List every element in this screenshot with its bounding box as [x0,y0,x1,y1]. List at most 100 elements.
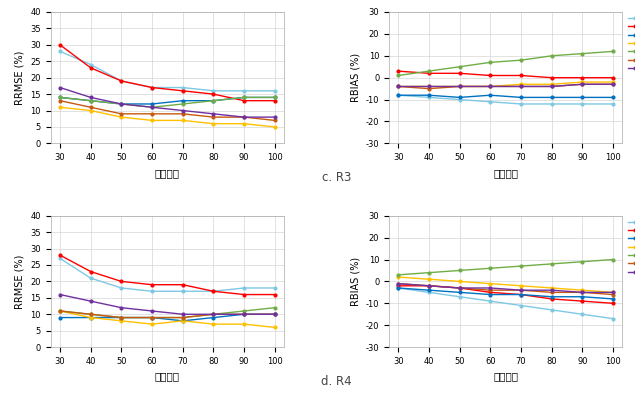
Line: NS-IF model2: NS-IF model2 [58,96,276,109]
Y-axis label: RRMSE (%): RRMSE (%) [15,51,25,105]
ST-ASFA [609,316,617,321]
ST-ASFA [486,99,494,104]
ST-RFA [57,315,64,320]
NS-ASFA [271,98,279,103]
ST-RFA [517,95,525,100]
NS-IF model2 [87,312,95,317]
NS-IF model3 [57,98,64,103]
ST-RFA [609,296,617,301]
NS-IF model3 [210,115,217,120]
ST-RFA [548,294,556,299]
NS-ASFA [456,71,464,76]
NS-IF model4 [117,305,125,310]
NS-IF model4 [548,84,556,89]
ST-RFA [210,315,217,320]
NS-IF model3 [425,283,432,288]
ST-ASFA [210,289,217,294]
NS-IF model4 [117,102,125,107]
ST-ASFA [87,276,95,280]
NS-ASFA [517,73,525,78]
NS-IF model1 [486,281,494,286]
Line: NS-IF model2: NS-IF model2 [58,306,276,319]
ST-RFA [548,95,556,100]
NS-IF model2 [456,64,464,69]
ST-ASFA [425,290,432,295]
NS-IF model1 [609,80,617,85]
NS-IF model4 [394,281,402,286]
NS-IF model3 [456,286,464,290]
Y-axis label: RRMSE (%): RRMSE (%) [15,254,25,308]
NS-ASFA [456,286,464,290]
ST-ASFA [609,102,617,107]
ST-ASFA [57,49,64,54]
NS-ASFA [241,292,248,297]
NS-IF model2 [456,268,464,273]
X-axis label: 표본크기: 표본크기 [493,168,518,178]
NS-IF model2 [87,98,95,103]
Line: NS-IF model4: NS-IF model4 [58,293,276,316]
ST-RFA [87,98,95,103]
NS-IF model2 [57,308,64,313]
NS-IF model4 [57,85,64,90]
NS-IF model4 [149,105,156,110]
NS-ASFA [425,283,432,288]
ST-ASFA [271,89,279,93]
NS-IF model3 [578,82,586,87]
ST-ASFA [456,294,464,299]
NS-IF model2 [425,69,432,73]
Line: NS-ASFA: NS-ASFA [58,43,276,102]
NS-ASFA [210,92,217,97]
NS-ASFA [394,283,402,288]
ST-ASFA [486,299,494,304]
NS-IF model1 [486,84,494,89]
NS-ASFA [241,98,248,103]
NS-IF model2 [149,105,156,110]
NS-IF model4 [456,84,464,89]
ST-RFA [57,95,64,100]
ST-ASFA [548,102,556,107]
NS-IF model1 [241,322,248,326]
NS-IF model1 [456,279,464,284]
Line: NS-IF model3: NS-IF model3 [397,83,615,90]
ST-RFA [179,318,187,323]
NS-ASFA [271,292,279,297]
NS-IF model4 [456,286,464,290]
ST-RFA [425,288,432,292]
NS-IF model2 [425,270,432,275]
ST-RFA [149,102,156,107]
ST-ASFA [179,85,187,90]
Legend: ST-ASFA, NS-ASFA, ST-RFA, NS-IF model1, NS-IF model2, NS-IF model3, NS-IF model4: ST-ASFA, NS-ASFA, ST-RFA, NS-IF model1, … [628,15,635,71]
NS-ASFA [57,253,64,257]
X-axis label: 표본크기: 표본크기 [493,371,518,381]
NS-IF model3 [87,312,95,317]
NS-IF model4 [517,288,525,292]
Line: NS-ASFA: NS-ASFA [397,284,615,305]
NS-IF model3 [57,308,64,313]
NS-ASFA [425,71,432,76]
Line: ST-ASFA: ST-ASFA [58,50,276,92]
NS-IF model3 [609,292,617,297]
NS-IF model3 [578,290,586,295]
NS-IF model2 [117,102,125,107]
NS-IF model1 [179,318,187,323]
Line: NS-ASFA: NS-ASFA [58,254,276,296]
NS-IF model3 [609,82,617,87]
NS-IF model1 [57,308,64,313]
NS-IF model4 [425,84,432,89]
ST-ASFA [394,286,402,290]
ST-RFA [517,292,525,297]
ST-RFA [578,95,586,100]
NS-IF model1 [394,84,402,89]
NS-IF model2 [548,53,556,58]
ST-ASFA [425,95,432,100]
NS-ASFA [179,282,187,287]
Line: NS-IF model4: NS-IF model4 [397,83,615,88]
NS-IF model4 [548,288,556,292]
NS-ASFA [87,65,95,70]
ST-ASFA [179,289,187,294]
NS-IF model4 [210,312,217,317]
NS-IF model2 [179,102,187,107]
ST-RFA [271,312,279,317]
NS-IF model2 [609,49,617,54]
Line: ST-ASFA: ST-ASFA [58,257,276,292]
